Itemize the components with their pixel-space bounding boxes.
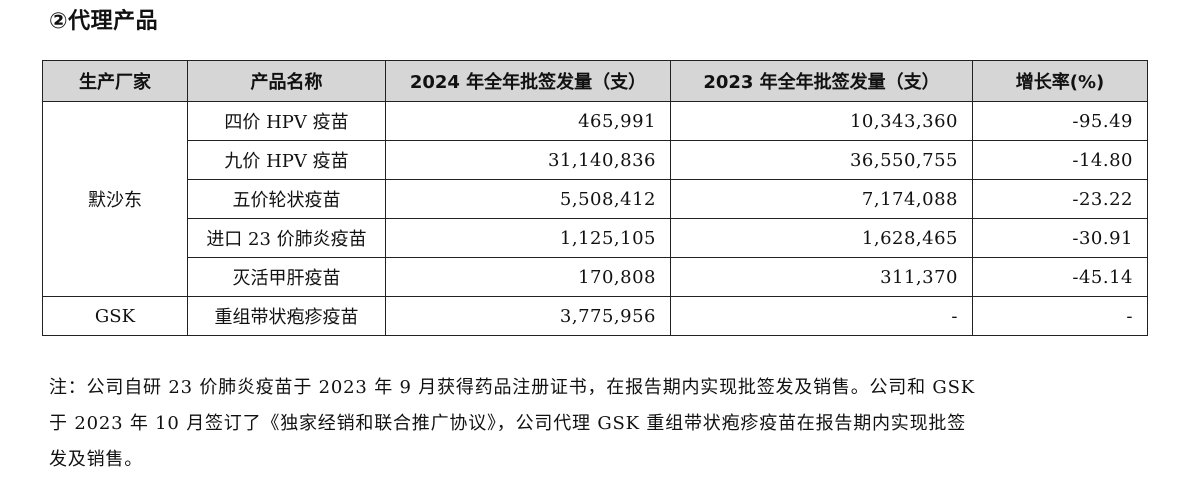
header-2023-volume: 2023 年全年批签发量（支） — [670, 60, 973, 102]
volume-2024-cell: 170,808 — [385, 257, 671, 297]
footnote-line: 于 2023 年 10 月签订了《独家经销和联合推广协议》，公司代理 GSK 重… — [49, 413, 966, 434]
table-row: 五价轮状疫苗 5,508,412 7,174,088 -23.22 — [43, 179, 1148, 219]
footnote-line: 发及销售。 — [49, 449, 143, 470]
volume-2024-cell: 465,991 — [385, 101, 671, 141]
product-name-cell: 灭活甲肝疫苗 — [187, 257, 386, 297]
volume-2024-cell: 1,125,105 — [385, 218, 671, 258]
table-header-row: 生产厂家 产品名称 2024 年全年批签发量（支） 2023 年全年批签发量（支… — [42, 60, 1148, 102]
footnote-line: 注：公司自研 23 价肺炎疫苗于 2023 年 9 月获得药品注册证书，在报告期… — [49, 377, 975, 398]
header-manufacturer: 生产厂家 — [42, 60, 188, 102]
table-row: 默沙东 四价 HPV 疫苗 465,991 10,343,360 -95.49 — [42, 101, 1148, 297]
volume-2023-cell: 36,550,755 — [670, 140, 973, 180]
footnote: 注：公司自研 23 价肺炎疫苗于 2023 年 9 月获得药品注册证书，在报告期… — [49, 370, 1149, 478]
product-name-cell: 九价 HPV 疫苗 — [187, 140, 386, 180]
growth-rate-cell: - — [972, 296, 1148, 336]
volume-2023-cell: 1,628,465 — [670, 218, 973, 258]
header-2024-volume: 2024 年全年批签发量（支） — [385, 60, 671, 102]
table-row: 进口 23 价肺炎疫苗 1,125,105 1,628,465 -30.91 — [43, 218, 1148, 258]
volume-2024-cell: 5,508,412 — [385, 179, 671, 219]
product-name-cell: 进口 23 价肺炎疫苗 — [187, 218, 386, 258]
volume-2024-cell: 3,775,956 — [385, 296, 671, 336]
product-name-cell: 五价轮状疫苗 — [187, 179, 386, 219]
volume-2023-cell: 10,343,360 — [670, 101, 973, 141]
header-product-name: 产品名称 — [187, 60, 386, 102]
section-title: ②代理产品 — [49, 9, 159, 34]
volume-2024-cell: 31,140,836 — [385, 140, 671, 180]
growth-rate-cell: -23.22 — [972, 179, 1148, 219]
table-row: 九价 HPV 疫苗 31,140,836 36,550,755 -14.80 — [43, 140, 1148, 180]
product-name-cell: 重组带状疱疹疫苗 — [187, 296, 386, 336]
growth-rate-cell: -95.49 — [972, 101, 1148, 141]
volume-2023-cell: - — [670, 296, 973, 336]
growth-rate-cell: -14.80 — [972, 140, 1148, 180]
product-name-cell: 四价 HPV 疫苗 — [187, 101, 386, 141]
growth-rate-cell: -30.91 — [972, 218, 1148, 258]
manufacturer-cell: GSK — [42, 296, 188, 336]
volume-2023-cell: 7,174,088 — [670, 179, 973, 219]
growth-rate-cell: -45.14 — [972, 257, 1148, 297]
table-row: 灭活甲肝疫苗 170,808 311,370 -45.14 — [43, 257, 1148, 297]
header-growth-rate: 增长率(%) — [972, 60, 1148, 102]
table-row: GSK 重组带状疱疹疫苗 3,775,956 - - — [42, 296, 1148, 336]
volume-2023-cell: 311,370 — [670, 257, 973, 297]
batch-release-table: 生产厂家 产品名称 2024 年全年批签发量（支） 2023 年全年批签发量（支… — [42, 60, 1148, 336]
manufacturer-cell: 默沙东 — [42, 101, 188, 297]
